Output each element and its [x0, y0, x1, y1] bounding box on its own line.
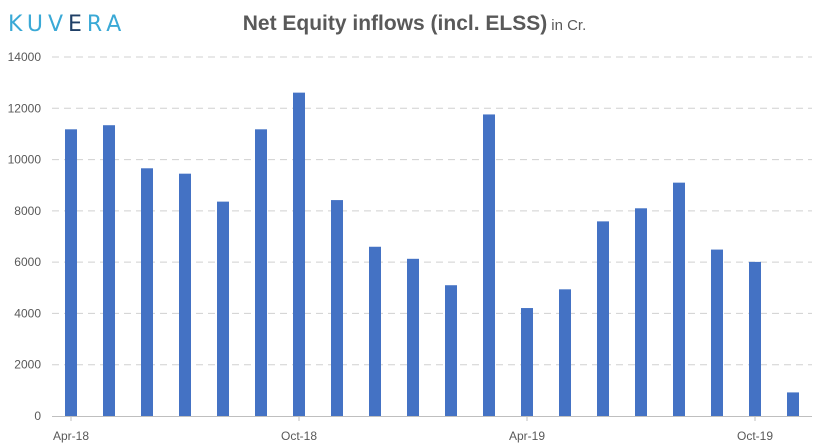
bar — [635, 208, 647, 416]
y-tick-label: 6000 — [14, 255, 41, 269]
x-tick-label: Apr-18 — [53, 429, 89, 443]
bar — [673, 182, 685, 416]
y-tick-label: 2000 — [14, 358, 41, 372]
x-tick-label: Apr-19 — [509, 429, 545, 443]
bar — [331, 200, 343, 416]
bar — [103, 125, 115, 417]
bar — [597, 221, 609, 416]
x-tick-label: Oct-18 — [281, 429, 317, 443]
logo-text-part2: E — [68, 12, 87, 37]
bar — [787, 392, 799, 416]
bar — [293, 92, 305, 417]
y-tick-label: 0 — [34, 409, 41, 423]
bar — [141, 168, 153, 416]
bar — [749, 261, 761, 416]
chart-title-unit: in Cr. — [551, 17, 587, 34]
bar — [559, 289, 571, 416]
y-tick-label: 4000 — [14, 306, 41, 320]
y-tick-label: 10000 — [8, 153, 42, 167]
bar — [65, 129, 77, 416]
y-tick-label: 8000 — [14, 204, 41, 218]
bar — [445, 285, 457, 416]
y-tick-label: 12000 — [8, 101, 42, 115]
y-tick-label: 14000 — [8, 50, 42, 64]
kuvera-logo: KUVERA — [8, 12, 126, 37]
bar — [217, 201, 229, 416]
bar — [369, 246, 381, 416]
bar — [255, 129, 267, 416]
logo-text-part1: KUV — [8, 12, 68, 37]
chart-title-main: Net Equity inflows (incl. ELSS) — [242, 12, 548, 35]
x-tick-label: Oct-19 — [737, 429, 773, 443]
bar — [521, 308, 533, 416]
bar — [407, 258, 419, 416]
logo-text-part3: RA — [86, 12, 127, 37]
bar — [711, 249, 723, 416]
bar — [483, 114, 495, 416]
bar — [179, 173, 191, 416]
chart-title: Net Equity inflows (incl. ELSS) in Cr. — [0, 12, 829, 36]
